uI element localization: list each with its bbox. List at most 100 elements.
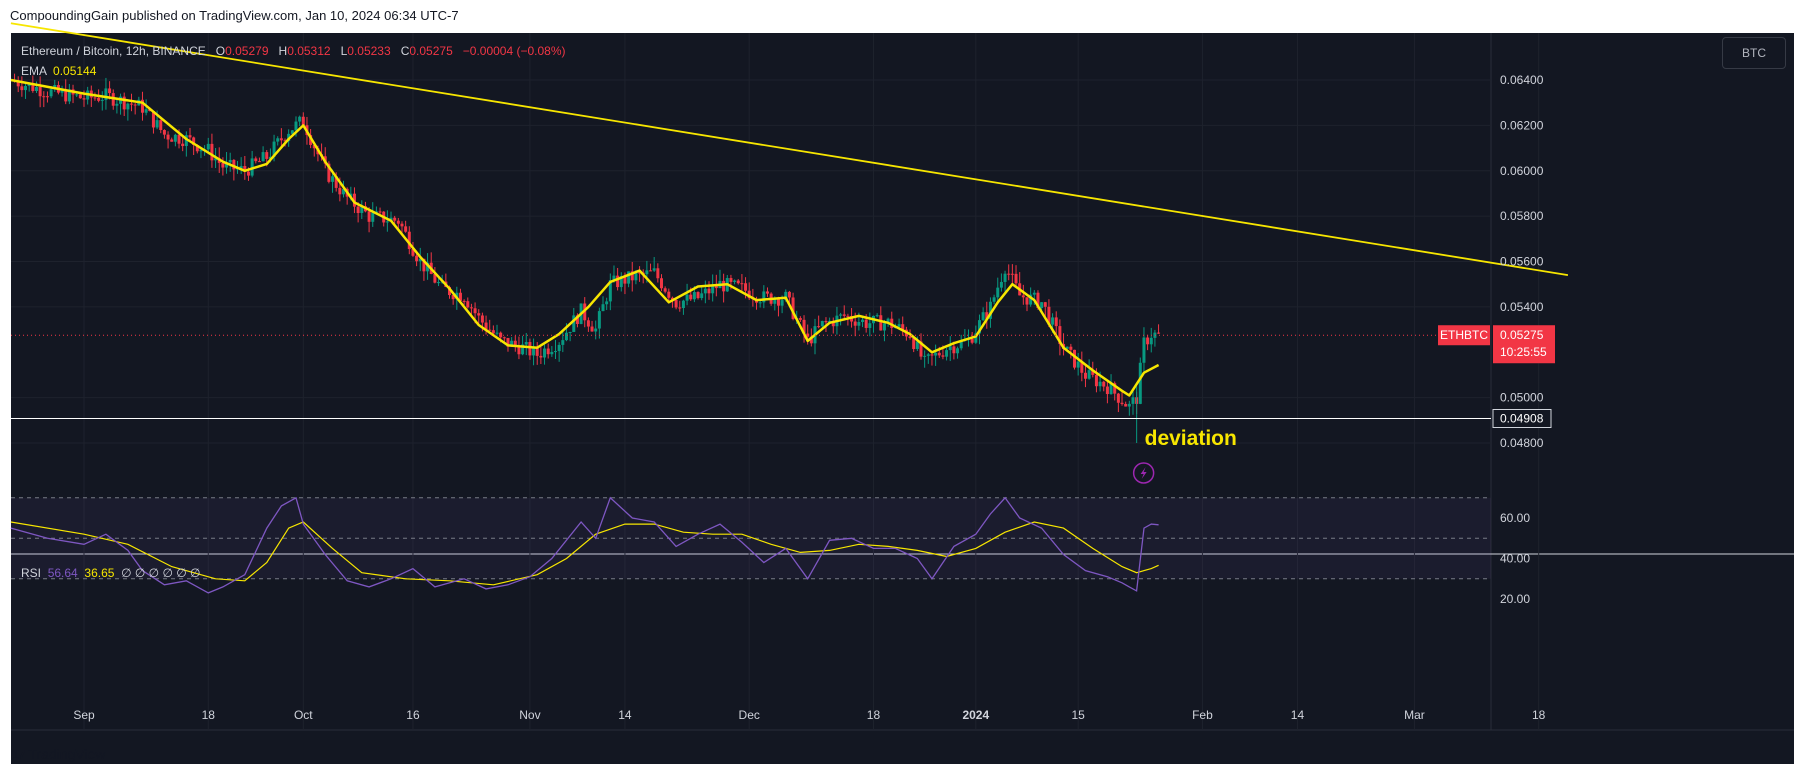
candle-body — [246, 171, 250, 176]
candles — [13, 73, 1161, 443]
candle-body — [776, 299, 780, 306]
candle-body — [992, 297, 996, 302]
candle-body — [480, 315, 484, 323]
candle-body — [649, 270, 653, 272]
candle-body — [842, 314, 846, 316]
lightning-event-icon[interactable] — [1132, 462, 1155, 484]
candle-body — [857, 322, 861, 326]
countdown-label: 10:25:55 — [1500, 345, 1547, 359]
time-tick-label: Sep — [73, 708, 95, 722]
currency-button[interactable]: BTC — [1722, 37, 1786, 69]
candle-body — [674, 299, 678, 308]
ema-line[interactable] — [10, 78, 1160, 397]
candle-body — [488, 329, 492, 331]
candle-body — [831, 320, 835, 327]
rsi-ma-line[interactable] — [10, 521, 1159, 586]
price-tick-label: 0.05400 — [1500, 300, 1544, 314]
candle-body — [948, 346, 952, 351]
candle-body — [882, 323, 886, 331]
candle-body — [758, 302, 762, 304]
candle-body — [941, 355, 945, 357]
rsi-ma-value: 36.65 — [84, 566, 115, 580]
candle-body — [901, 324, 905, 330]
candle-body — [546, 348, 550, 355]
rsi-legend[interactable]: RSI 56.64 36.65 ∅ ∅ ∅ ∅ ∅ ∅ — [21, 566, 200, 580]
candle-body — [1091, 370, 1095, 375]
candle-body — [367, 211, 371, 222]
candle-body — [634, 272, 638, 281]
candle-body — [342, 188, 346, 195]
candle-body — [575, 315, 579, 324]
candle-body — [122, 96, 126, 110]
candle-body — [586, 320, 590, 327]
candle-body — [722, 280, 726, 292]
price-tick-label: 0.06200 — [1500, 118, 1544, 132]
candle-body — [824, 320, 828, 323]
candle-body — [458, 292, 462, 301]
candle-body — [20, 86, 24, 91]
candle-body — [1138, 362, 1142, 404]
candle-body — [1032, 292, 1036, 295]
candle-body — [1051, 317, 1055, 325]
candle-body — [170, 139, 174, 142]
candle-body — [1080, 361, 1084, 373]
candle-body — [144, 109, 148, 113]
candle-body — [956, 348, 960, 354]
candle-body — [926, 354, 930, 356]
candle-body — [773, 299, 777, 304]
candle-body — [802, 319, 806, 334]
time-tick-label: 14 — [618, 708, 632, 722]
candle-body — [678, 307, 682, 309]
time-tick-label: 18 — [1532, 708, 1546, 722]
candle-body — [283, 140, 287, 142]
candle-body — [466, 301, 470, 308]
axis-labels: 0.06400 0.06200 0.06000 0.05800 0.05600 0.054… — [73, 73, 1555, 722]
legend-h-value: 0.05312 — [287, 44, 331, 58]
candle-body — [257, 161, 261, 163]
rsi-tick-label: 60.00 — [1500, 511, 1530, 525]
candle-body — [225, 162, 229, 168]
deviation-annotation: deviation — [1145, 427, 1237, 450]
candle-body — [411, 249, 415, 256]
candle-body — [959, 340, 963, 349]
rsi-line[interactable] — [10, 496, 1159, 594]
candle-body — [34, 86, 38, 92]
candle-body — [228, 159, 232, 163]
candle-body — [1040, 302, 1044, 309]
ema-label: EMA — [21, 64, 47, 78]
candle-body — [506, 337, 510, 347]
candle-body — [817, 326, 821, 328]
candle-body — [1109, 383, 1113, 395]
candle-body — [597, 311, 601, 329]
ema-legend[interactable]: EMA 0.05144 — [21, 64, 96, 78]
candle-body — [985, 312, 989, 319]
candle-body — [912, 337, 916, 349]
candle-body — [1029, 294, 1033, 305]
candle-body — [155, 120, 159, 128]
candle-body — [765, 291, 769, 294]
candle-body — [151, 111, 155, 128]
descending-trendline[interactable] — [10, 22, 1569, 277]
candle-body — [495, 332, 499, 334]
candle-body — [700, 293, 704, 299]
candle-body — [415, 255, 419, 262]
candle-body — [385, 221, 389, 223]
candle-body — [400, 223, 404, 227]
legend-symbol[interactable]: Ethereum / Bitcoin, 12h, BINANCE — [21, 44, 206, 58]
overlays: deviation — [10, 22, 1569, 484]
candle-body — [206, 143, 210, 150]
time-tick-label: Mar — [1404, 708, 1425, 722]
candle-body — [276, 138, 280, 142]
candle-body — [1036, 292, 1040, 309]
candle-body — [448, 286, 451, 296]
footer-brand-text: TradingView — [28, 746, 106, 762]
lightning-bolt-glyph — [1140, 467, 1147, 479]
legend-c-label: C — [400, 44, 410, 58]
candle-body — [590, 326, 594, 332]
candle-body — [407, 231, 411, 250]
chart-frame[interactable] — [11, 33, 1794, 764]
rsi-tick-label: 40.00 — [1500, 552, 1530, 566]
candle-body — [49, 89, 53, 97]
candle-body — [1116, 393, 1120, 403]
